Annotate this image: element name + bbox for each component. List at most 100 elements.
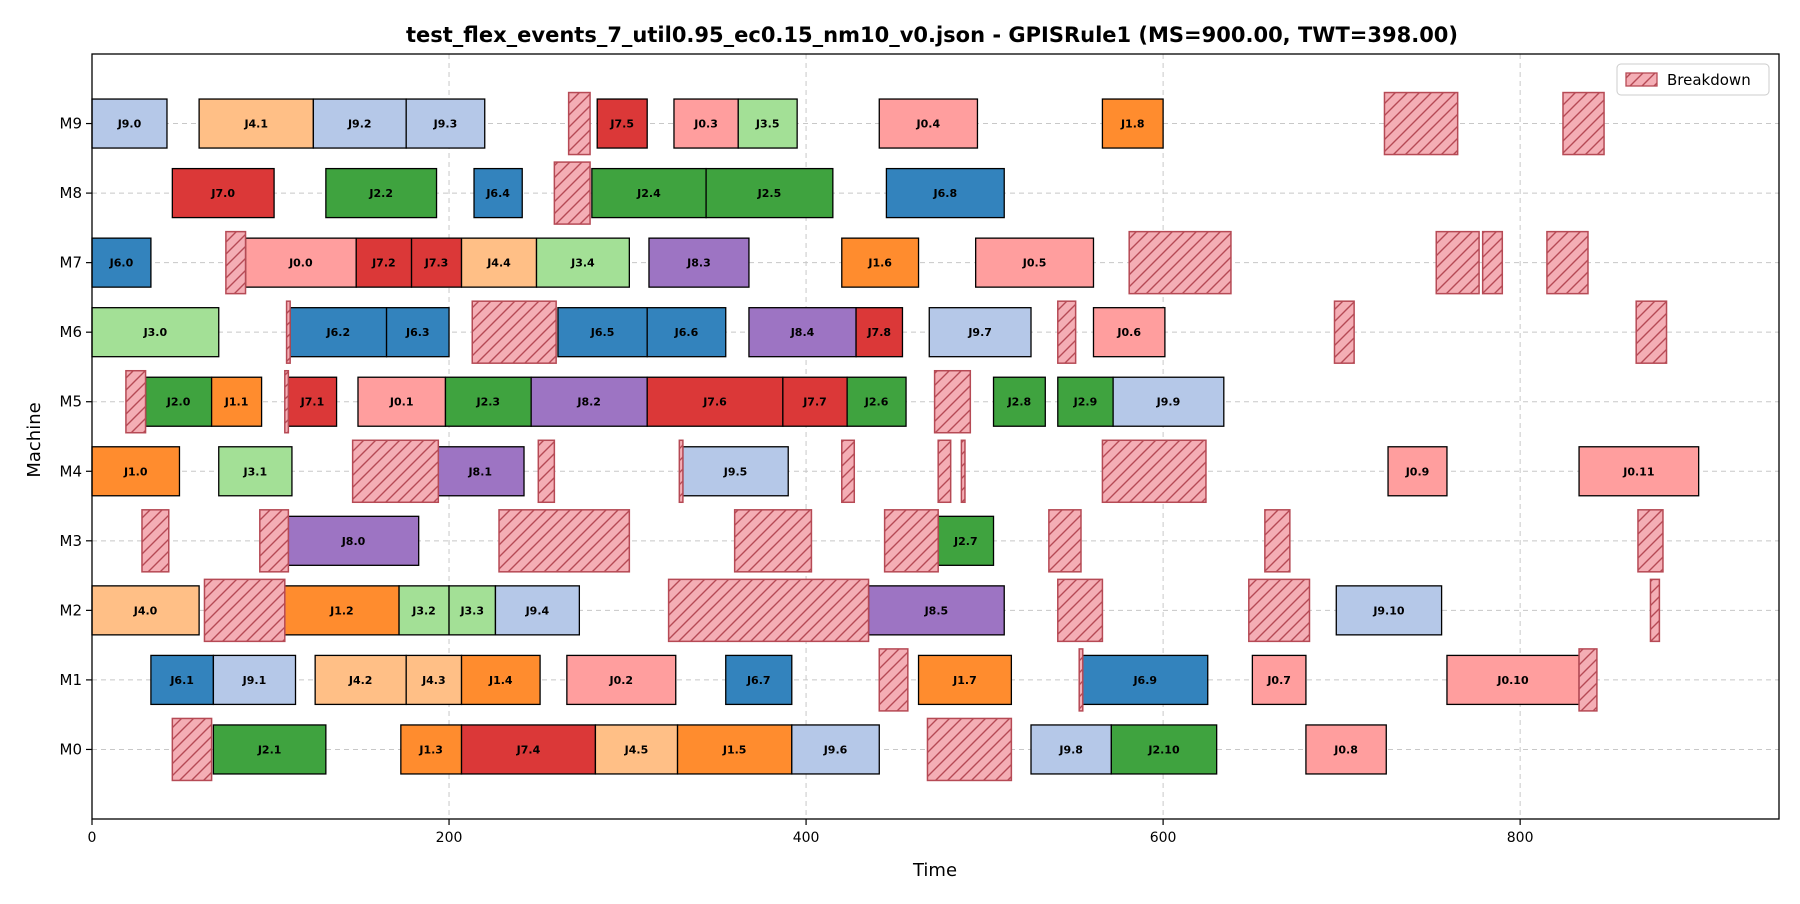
x-tick-label: 600 — [1150, 830, 1177, 846]
operation-rect — [1335, 585, 1443, 636]
breakdown-bar — [878, 648, 909, 712]
operation-bar: J0.10 — [1446, 654, 1580, 706]
operation-rect — [212, 654, 297, 706]
breakdown-bar — [1057, 578, 1104, 643]
operation-label: J9.2 — [347, 118, 372, 131]
breakdown-hatch — [1546, 230, 1589, 295]
operation-bar: J6.7 — [725, 654, 793, 706]
operation-label: J2.4 — [636, 187, 661, 200]
breakdown-hatch — [171, 717, 213, 782]
operation-bar: J9.7 — [928, 307, 1032, 358]
operation-label: J7.0 — [210, 187, 235, 200]
operation-bar: J8.4 — [748, 307, 857, 358]
operation-rect — [878, 98, 979, 149]
operation-label: J6.8 — [933, 187, 958, 200]
operation-label: J7.5 — [609, 118, 634, 131]
operation-bar: J6.6 — [646, 307, 727, 358]
operation-bar: J9.3 — [405, 98, 486, 149]
operation-label: J0.11 — [1622, 465, 1654, 478]
operation-bar: J0.2 — [566, 654, 677, 706]
breakdown-hatch — [225, 230, 247, 295]
operation-rect — [705, 167, 834, 219]
breakdown-bar — [960, 439, 966, 504]
operation-rect — [992, 376, 1046, 427]
operation-bar: J7.4 — [460, 724, 597, 775]
operation-label: J0.9 — [1405, 465, 1430, 478]
breakdown-bar — [225, 230, 247, 295]
operation-label: J7.2 — [371, 257, 396, 270]
breakdown-hatch — [351, 439, 440, 504]
operation-bar: J9.4 — [494, 585, 581, 636]
operation-label: J8.2 — [576, 396, 601, 409]
operation-label: J2.8 — [1007, 396, 1032, 409]
operation-rect — [737, 98, 798, 149]
operation-label: J8.0 — [341, 535, 366, 548]
operation-rect — [855, 307, 904, 358]
operation-label: J0.4 — [916, 118, 941, 131]
y-tick-label: M3 — [60, 532, 83, 550]
operation-bar: J0.3 — [673, 98, 739, 149]
operation-label: J3.5 — [755, 118, 780, 131]
operation-rect — [91, 98, 168, 149]
operation-bar: J0.11 — [1578, 446, 1700, 497]
breakdown-bar — [284, 369, 290, 434]
breakdown-bar — [1078, 648, 1084, 712]
operation-label: J0.1 — [389, 396, 414, 409]
operation-label: J3.0 — [143, 326, 168, 339]
operation-label: J9.8 — [1058, 743, 1083, 756]
operation-label: J6.9 — [1132, 674, 1157, 687]
operation-label: J3.1 — [243, 465, 268, 478]
breakdown-hatch — [125, 369, 147, 434]
operation-label: J1.0 — [123, 465, 148, 478]
operation-bar: J4.0 — [91, 585, 200, 636]
operation-bar: J0.6 — [1092, 307, 1166, 358]
operation-bar: J2.4 — [591, 167, 707, 219]
operation-rect — [648, 237, 750, 288]
operation-rect — [673, 98, 739, 149]
y-tick-label: M9 — [60, 115, 83, 133]
breakdown-hatch — [1101, 439, 1207, 504]
operation-bar: J2.5 — [705, 167, 834, 219]
operation-label: J0.5 — [1022, 257, 1047, 270]
operation-label: J7.7 — [802, 396, 827, 409]
operation-label: J2.1 — [257, 743, 282, 756]
legend-box — [1616, 63, 1770, 96]
operation-label: J7.4 — [516, 743, 541, 756]
breakdown-hatch — [937, 439, 952, 504]
operation-label: J4.1 — [243, 118, 268, 131]
breakdown-bar — [1578, 648, 1598, 712]
breakdown-hatch — [883, 509, 939, 573]
operation-rect — [867, 585, 1005, 636]
operation-label: J7.1 — [300, 396, 325, 409]
operation-bar: J3.3 — [448, 585, 497, 636]
operation-rect — [150, 654, 215, 706]
breakdown-bar — [1128, 230, 1232, 295]
operation-bar: J9.8 — [1030, 724, 1112, 775]
operation-bar: J4.5 — [594, 724, 679, 775]
operation-bar: J8.1 — [435, 446, 525, 497]
operation-label: J2.10 — [1147, 743, 1180, 756]
breakdown-hatch — [1578, 648, 1598, 712]
operation-bar: J2.8 — [992, 376, 1046, 427]
operation-rect — [1112, 376, 1225, 427]
operation-bar: J1.0 — [91, 446, 181, 497]
operation-rect — [435, 446, 525, 497]
operation-bar: J9.1 — [212, 654, 297, 706]
operation-bar: J0.5 — [975, 237, 1095, 288]
breakdown-hatch — [1333, 300, 1355, 364]
operation-rect — [385, 307, 450, 358]
breakdown-bar — [1057, 300, 1077, 364]
operation-label: J1.7 — [952, 674, 977, 687]
operation-rect — [1387, 446, 1448, 497]
breakdown-bar — [1248, 578, 1311, 643]
operation-label: J1.1 — [224, 396, 249, 409]
x-tick-label: 0 — [88, 830, 97, 846]
breakdown-bar — [471, 300, 557, 364]
operation-label: J9.10 — [1372, 604, 1405, 617]
operation-label: J6.3 — [405, 326, 430, 339]
breakdown-bar — [537, 439, 556, 504]
operation-bar: J0.4 — [878, 98, 979, 149]
y-tick-label: M4 — [60, 462, 83, 480]
operation-rect — [91, 237, 152, 288]
breakdown-hatch — [1637, 509, 1664, 573]
